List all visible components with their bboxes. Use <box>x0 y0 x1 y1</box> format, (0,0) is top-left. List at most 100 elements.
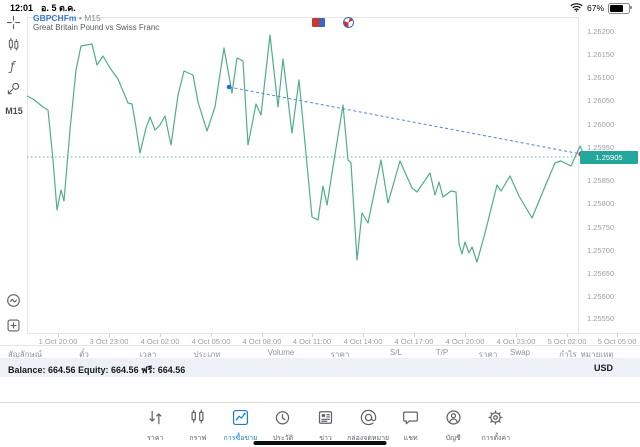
tab-news[interactable]: ข่าว <box>304 408 347 444</box>
axis-tick <box>567 334 568 337</box>
symbol-timeframe: M15 <box>84 13 101 23</box>
session-clock-icon[interactable] <box>343 17 354 28</box>
price-chart[interactable] <box>27 17 640 333</box>
tab-quotes[interactable]: ราคา <box>134 408 177 444</box>
column-header-5: ราคา <box>330 350 350 359</box>
battery-icon <box>608 2 632 14</box>
price-axis-label: 1.25550 <box>587 313 615 323</box>
time-axis-label: 4 Oct 23:00 <box>496 337 536 346</box>
column-header-2: เวลา <box>139 350 157 359</box>
chart-icon <box>188 408 207 432</box>
time-axis-label: 4 Oct 11:00 <box>292 337 332 346</box>
tab-chat[interactable]: แชท <box>389 408 432 444</box>
news-flag-icon[interactable] <box>312 18 325 27</box>
chart-type-icon[interactable] <box>6 37 21 52</box>
tab-label: ราคา <box>147 435 164 442</box>
status-date: อ. 5 ต.ค. <box>41 3 76 13</box>
time-axis-label: 1 Oct 20:00 <box>38 337 78 346</box>
symbol-description: Great Britain Pound vs Swiss Franc <box>33 23 160 32</box>
column-header-1: ตั๋ว <box>79 350 89 359</box>
settings-icon <box>486 408 505 432</box>
objects-icon[interactable] <box>6 81 21 96</box>
news-icon <box>316 408 335 432</box>
divider <box>27 17 28 333</box>
add-window-icon[interactable] <box>6 318 21 333</box>
battery-percent: 67% <box>586 3 604 13</box>
price-axis-label: 1.25850 <box>587 175 615 185</box>
trade-icon <box>231 408 250 432</box>
column-header-11: หมายเหตุ <box>580 350 614 359</box>
tab-label: กล่องจดหมาย <box>347 435 390 442</box>
axis-tick <box>414 334 415 337</box>
chart-bottom-axis-line <box>27 333 640 334</box>
time-axis-label: 5 Oct 02:00 <box>547 337 587 346</box>
axis-tick <box>211 334 212 337</box>
time-axis-label: 3 Oct 23:00 <box>89 337 129 346</box>
tab-label: ประวัติ <box>272 435 294 442</box>
wifi-icon <box>570 2 583 14</box>
account-summary-bar: Balance: 664.56 Equity: 664.56 ฟรี: 664.… <box>0 358 640 377</box>
column-header-6: S/L <box>389 348 403 357</box>
price-axis-label: 1.25650 <box>587 268 615 278</box>
crosshair-icon[interactable] <box>6 15 21 30</box>
axis-tick <box>465 334 466 337</box>
axis-tick <box>160 334 161 337</box>
price-axis-label: 1.25950 <box>587 142 615 152</box>
price-axis-label: 1.25750 <box>587 222 615 232</box>
tab-settings[interactable]: การตั้งค่า <box>475 408 518 444</box>
circle-gauge-icon[interactable] <box>6 293 21 308</box>
tab-history[interactable]: ประวัติ <box>262 408 305 444</box>
mailbox-icon <box>359 408 378 432</box>
tab-label: ข่าว <box>319 435 332 442</box>
price-axis-label: 1.26200 <box>587 26 615 36</box>
axis-tick <box>58 334 59 337</box>
column-header-7: T/P <box>435 348 449 357</box>
balance-summary: Balance: 664.56 Equity: 664.56 ฟรี: 664.… <box>8 365 186 375</box>
time-axis-label: 4 Oct 14:00 <box>343 337 383 346</box>
status-bar: 12:01 อ. 5 ต.ค. 67% <box>0 0 640 16</box>
current-price-tag: 1.25905 <box>580 150 638 164</box>
indicators-icon[interactable]: ƒ <box>6 59 21 74</box>
tab-mailbox[interactable]: กล่องจดหมาย <box>347 408 390 444</box>
timeframe-button[interactable]: M15 <box>5 106 23 116</box>
divider <box>0 345 640 346</box>
symbol-header[interactable]: GBPCHFm • M15 <box>33 13 101 23</box>
price-axis-label: 1.25700 <box>587 245 615 255</box>
axis-tick <box>516 334 517 337</box>
account-icon <box>444 408 463 432</box>
tab-label: กราฟ <box>189 435 207 442</box>
price-axis-label: 1.26000 <box>587 119 615 129</box>
tab-trade[interactable]: การซื้อขาย <box>219 408 262 444</box>
trade-table-header: สัญลักษณ์ ตั๋ว เวลา ประเภท Volume ราคา S/L T/P ร… <box>0 346 640 359</box>
column-header-3: ประเภท <box>193 350 221 359</box>
tab-chart[interactable]: กราฟ <box>177 408 220 444</box>
column-header-10: กำไร <box>559 350 577 359</box>
tab-label: การตั้งค่า <box>481 435 511 442</box>
price-axis-label: 1.26050 <box>587 95 615 105</box>
time-axis: 1 Oct 20:00 3 Oct 23:00 4 Oct 02:00 4 Oct 0… <box>0 334 640 346</box>
tab-label: การซื้อขาย <box>223 435 258 442</box>
account-currency: USD <box>594 363 614 373</box>
axis-tick <box>262 334 263 337</box>
price-axis-label: 1.26100 <box>587 72 615 82</box>
svg-text:ƒ: ƒ <box>8 60 16 74</box>
axis-tick <box>617 334 618 337</box>
price-axis-label: 1.26150 <box>587 49 615 59</box>
price-axis-label: 1.25800 <box>587 198 615 208</box>
time-axis-label: 4 Oct 20:00 <box>445 337 485 346</box>
column-header-9: Swap <box>509 348 531 357</box>
axis-tick <box>363 334 364 337</box>
divider <box>27 17 578 18</box>
tab-account[interactable]: บัญชี <box>432 408 475 444</box>
price-axis-label: 1.25600 <box>587 291 615 301</box>
clock-time: 12:01 <box>10 3 34 13</box>
time-axis-label: 4 Oct 17:00 <box>394 337 434 346</box>
bottom-tab-bar: ราคา กราฟ การซื้อขาย ประวัติ ข่าว กล่องจดหมาย… <box>0 402 640 447</box>
column-header-0: สัญลักษณ์ <box>8 350 43 359</box>
symbol-name: GBPCHFm <box>33 13 77 23</box>
time-axis-label: 4 Oct 08:00 <box>242 337 282 346</box>
time-axis-label: 4 Oct 05:00 <box>191 337 231 346</box>
home-indicator[interactable] <box>253 441 387 445</box>
price-axis: 1.26200 1.26150 1.26100 1.26050 1.26000 1.259… <box>578 17 640 333</box>
